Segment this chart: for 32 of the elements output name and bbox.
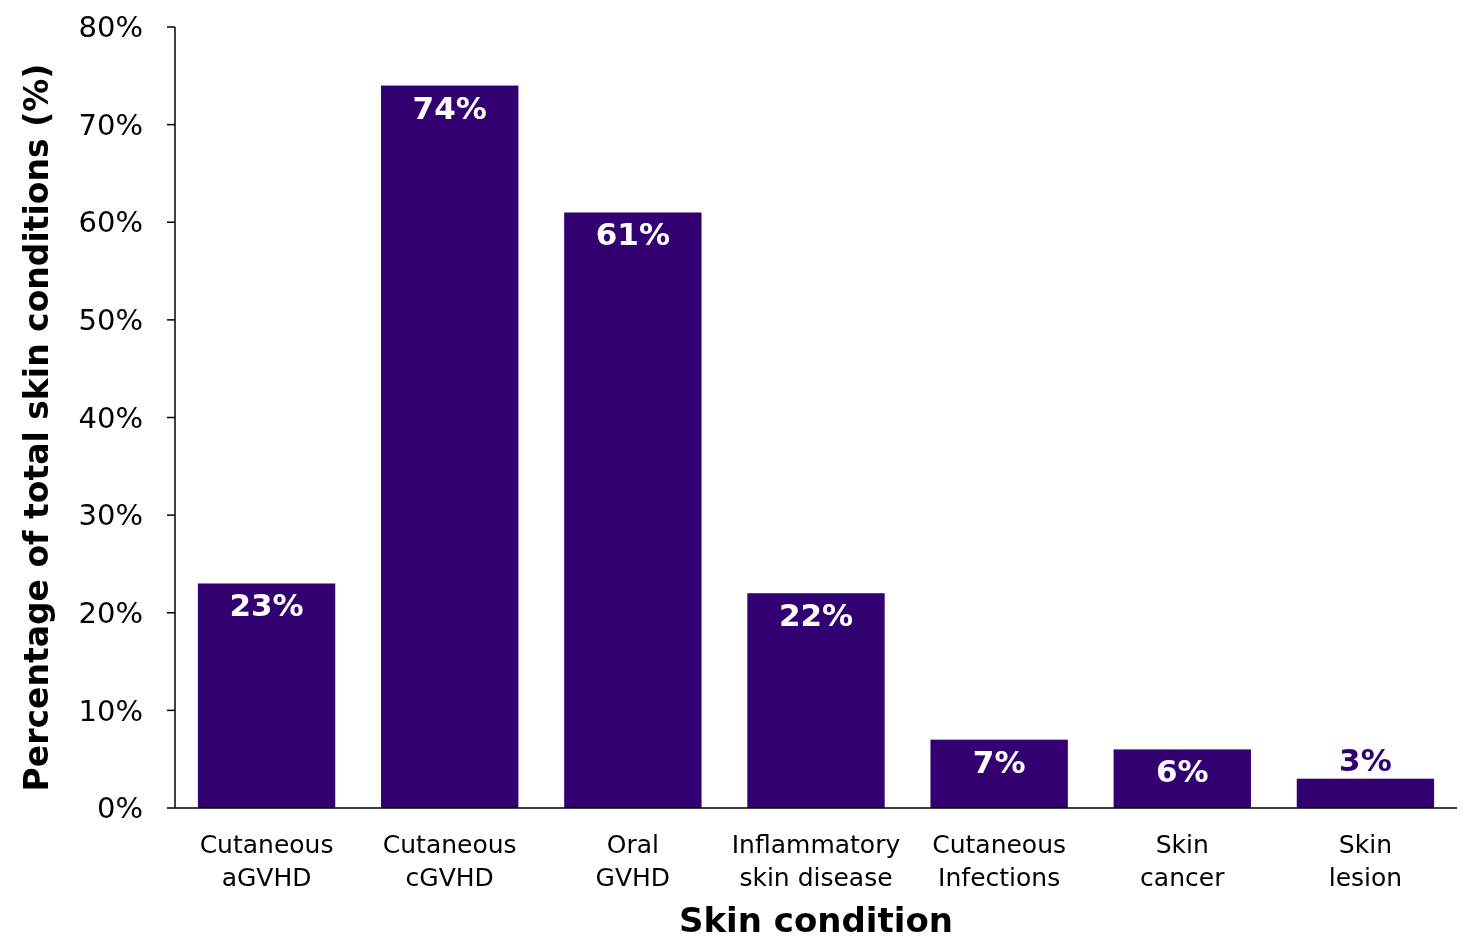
y-tick-label: 20% bbox=[78, 595, 143, 630]
bar bbox=[747, 593, 885, 808]
y-tick-label: 60% bbox=[78, 205, 143, 240]
x-tick-label: Skin cancer bbox=[1140, 830, 1226, 892]
y-tick-label: 40% bbox=[78, 400, 143, 435]
x-tick-label: Cutaneous Infections bbox=[932, 830, 1067, 892]
data-label: 7% bbox=[972, 743, 1026, 780]
bar bbox=[197, 583, 336, 808]
data-label: 6% bbox=[1155, 753, 1209, 790]
y-tick-label: 80% bbox=[78, 10, 143, 45]
bar bbox=[930, 739, 1068, 808]
y-tick-label: 30% bbox=[78, 498, 143, 533]
x-tick-label: Skin lesion bbox=[1328, 830, 1403, 892]
x-tick-label: Cutaneous aGVHD bbox=[199, 830, 334, 892]
data-label: 3% bbox=[1339, 741, 1392, 778]
bar bbox=[381, 85, 519, 808]
y-tick-label: 50% bbox=[78, 303, 143, 338]
x-axis-title: Skin condition bbox=[679, 900, 953, 936]
y-tick-label: 10% bbox=[78, 693, 143, 728]
x-tick-label: Cutaneous cGVHD bbox=[382, 830, 517, 892]
bar bbox=[564, 212, 702, 808]
bar bbox=[1296, 778, 1435, 808]
y-tick-label: 0% bbox=[96, 791, 143, 826]
data-label: 61% bbox=[595, 216, 670, 253]
bar bbox=[1113, 749, 1251, 808]
data-label: 22% bbox=[778, 597, 854, 634]
data-label: 74% bbox=[412, 89, 487, 126]
data-label: 23% bbox=[229, 587, 304, 624]
x-tick-label: Oral GVHD bbox=[595, 830, 671, 892]
y-tick-label: 70% bbox=[78, 107, 143, 142]
y-axis-title: Percentage of total skin conditions (%) bbox=[17, 63, 56, 792]
x-tick-label: Inflammatory skin disease bbox=[731, 830, 901, 892]
